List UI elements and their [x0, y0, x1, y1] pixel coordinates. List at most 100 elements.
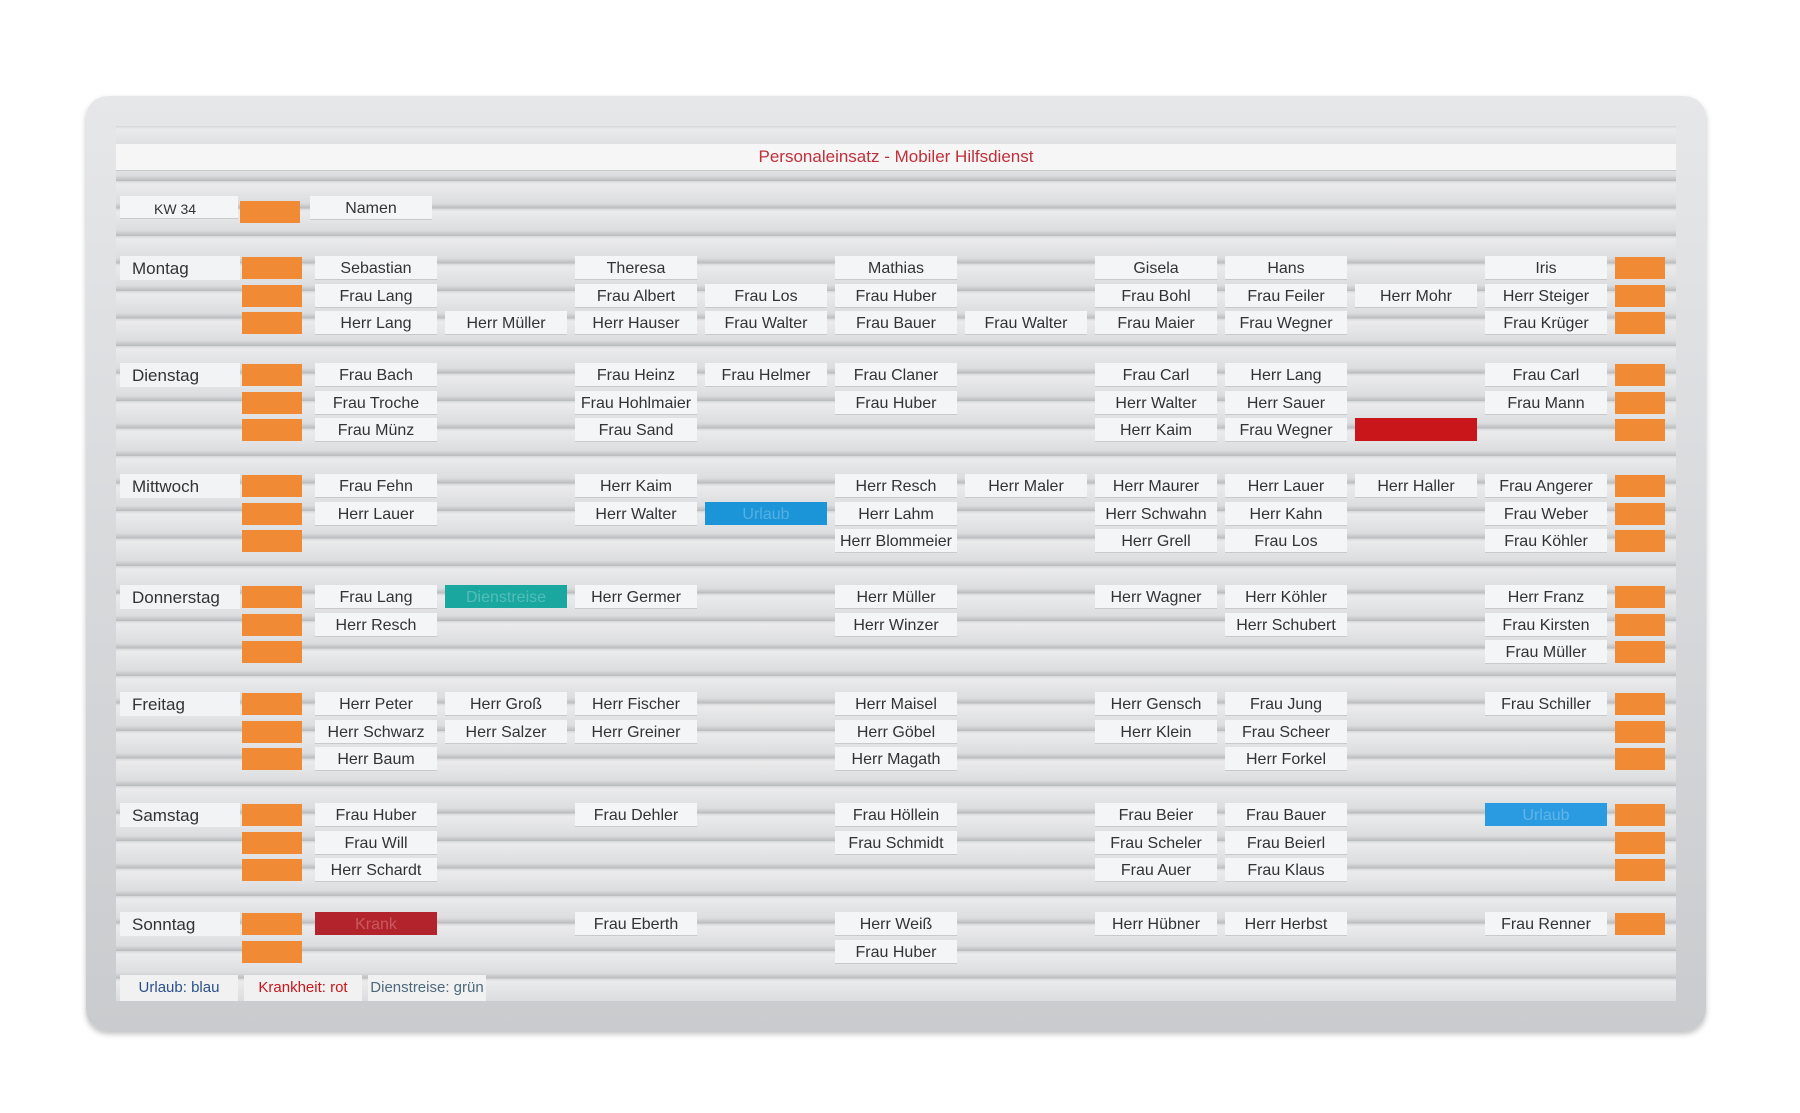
name-card: Herr Schubert — [1225, 612, 1347, 637]
name-card: Frau Scheler — [1095, 830, 1217, 855]
name-card: Frau Krüger — [1485, 311, 1607, 336]
name-card: Herr Lahm — [835, 501, 957, 526]
legend-item: Krankheit: rot — [244, 975, 362, 1001]
name-card: Theresa — [575, 256, 697, 280]
marker — [1615, 419, 1665, 442]
name-card: Herr Müller — [445, 311, 567, 336]
marker — [1615, 613, 1665, 636]
name-card: Herr Kaim — [1095, 418, 1217, 443]
status-card — [1355, 418, 1477, 442]
name-card: Herr Forkel — [1225, 747, 1347, 772]
name-card: Herr Resch — [835, 474, 957, 498]
name-card: Frau Fehn — [315, 474, 437, 498]
name-card: Frau Eberth — [575, 912, 697, 936]
name-card: Frau Angerer — [1485, 474, 1607, 498]
name-card: Herr Klein — [1095, 719, 1217, 744]
name-card: Herr Sauer — [1225, 390, 1347, 415]
name-card: Herr Lauer — [315, 501, 437, 526]
marker — [242, 693, 302, 715]
name-card: Herr Winzer — [835, 612, 957, 637]
marker — [1615, 257, 1665, 279]
marker — [1615, 364, 1665, 386]
name-card: Frau Bohl — [1095, 283, 1217, 308]
name-card: Herr Herbst — [1225, 912, 1347, 936]
name-card: Frau Carl — [1485, 363, 1607, 387]
names-label: Namen — [310, 196, 432, 220]
marker — [242, 940, 302, 963]
name-card: Herr Weiß — [835, 912, 957, 936]
name-card: Herr Schardt — [315, 858, 437, 883]
name-card: Frau Dehler — [575, 803, 697, 827]
name-card: Frau Scheer — [1225, 719, 1347, 744]
marker — [1615, 284, 1665, 307]
name-card: Frau Schiller — [1485, 692, 1607, 716]
status-card: Krank — [315, 912, 437, 935]
name-card: Herr Resch — [315, 612, 437, 637]
name-card: Herr Haller — [1355, 474, 1477, 498]
name-card: Herr Baum — [315, 747, 437, 772]
legend-item: Dienstreise: grün — [368, 975, 486, 1001]
name-card: Frau Renner — [1485, 912, 1607, 936]
marker — [242, 284, 302, 307]
name-card: Frau Köhler — [1485, 529, 1607, 554]
name-card: Frau Wegner — [1225, 311, 1347, 336]
name-card: Frau Claner — [835, 363, 957, 387]
marker — [242, 475, 302, 497]
name-card: Herr Germer — [575, 585, 697, 609]
name-card: Frau Sand — [575, 418, 697, 443]
name-card: Herr Maler — [965, 474, 1087, 498]
name-card: Frau Wegner — [1225, 418, 1347, 443]
name-card: Frau Höllein — [835, 803, 957, 827]
marker — [1615, 804, 1665, 826]
name-card: Herr Köhler — [1225, 585, 1347, 609]
name-card: Herr Maisel — [835, 692, 957, 716]
marker — [1615, 391, 1665, 414]
name-card: Herr Steiger — [1485, 283, 1607, 308]
marker — [240, 201, 300, 223]
name-card: Herr Peter — [315, 692, 437, 716]
name-card: Herr Maurer — [1095, 474, 1217, 498]
name-card: Frau Los — [1225, 529, 1347, 554]
day-label: Sonntag — [120, 912, 240, 936]
marker — [1615, 586, 1665, 608]
name-card: Frau Bauer — [1225, 803, 1347, 827]
marker — [1615, 530, 1665, 553]
name-card: Frau Maier — [1095, 311, 1217, 336]
name-card: Herr Mohr — [1355, 283, 1477, 308]
name-card: Frau Müller — [1485, 640, 1607, 665]
name-card: Frau Walter — [705, 311, 827, 336]
status-card: Urlaub — [1485, 803, 1607, 826]
name-card: Frau Huber — [835, 390, 957, 415]
status-card: Urlaub — [705, 501, 827, 525]
day-label: Dienstag — [120, 363, 240, 387]
name-card: Frau Münz — [315, 418, 437, 443]
name-card: Frau Huber — [835, 283, 957, 308]
name-card: Herr Kaim — [575, 474, 697, 498]
name-card: Herr Walter — [1095, 390, 1217, 415]
marker — [1615, 641, 1665, 664]
name-card: Frau Mann — [1485, 390, 1607, 415]
name-card: Frau Albert — [575, 283, 697, 308]
marker — [1615, 502, 1665, 525]
marker — [242, 613, 302, 636]
name-card: Frau Beier — [1095, 803, 1217, 827]
name-card: Iris — [1485, 256, 1607, 280]
name-card: Frau Heinz — [575, 363, 697, 387]
name-card: Frau Troche — [315, 390, 437, 415]
marker — [1615, 312, 1665, 335]
name-card: Herr Müller — [835, 585, 957, 609]
name-card: Frau Huber — [315, 803, 437, 827]
marker — [242, 804, 302, 826]
marker — [242, 502, 302, 525]
name-card: Hans — [1225, 256, 1347, 280]
day-label: Montag — [120, 256, 240, 280]
name-card: Herr Schwahn — [1095, 501, 1217, 526]
marker — [1615, 720, 1665, 743]
name-card: Frau Los — [705, 283, 827, 308]
name-card: Frau Feiler — [1225, 283, 1347, 308]
marker — [242, 257, 302, 279]
week-label: KW 34 — [120, 196, 238, 219]
name-card: Frau Jung — [1225, 692, 1347, 716]
name-card: Herr Walter — [575, 501, 697, 526]
